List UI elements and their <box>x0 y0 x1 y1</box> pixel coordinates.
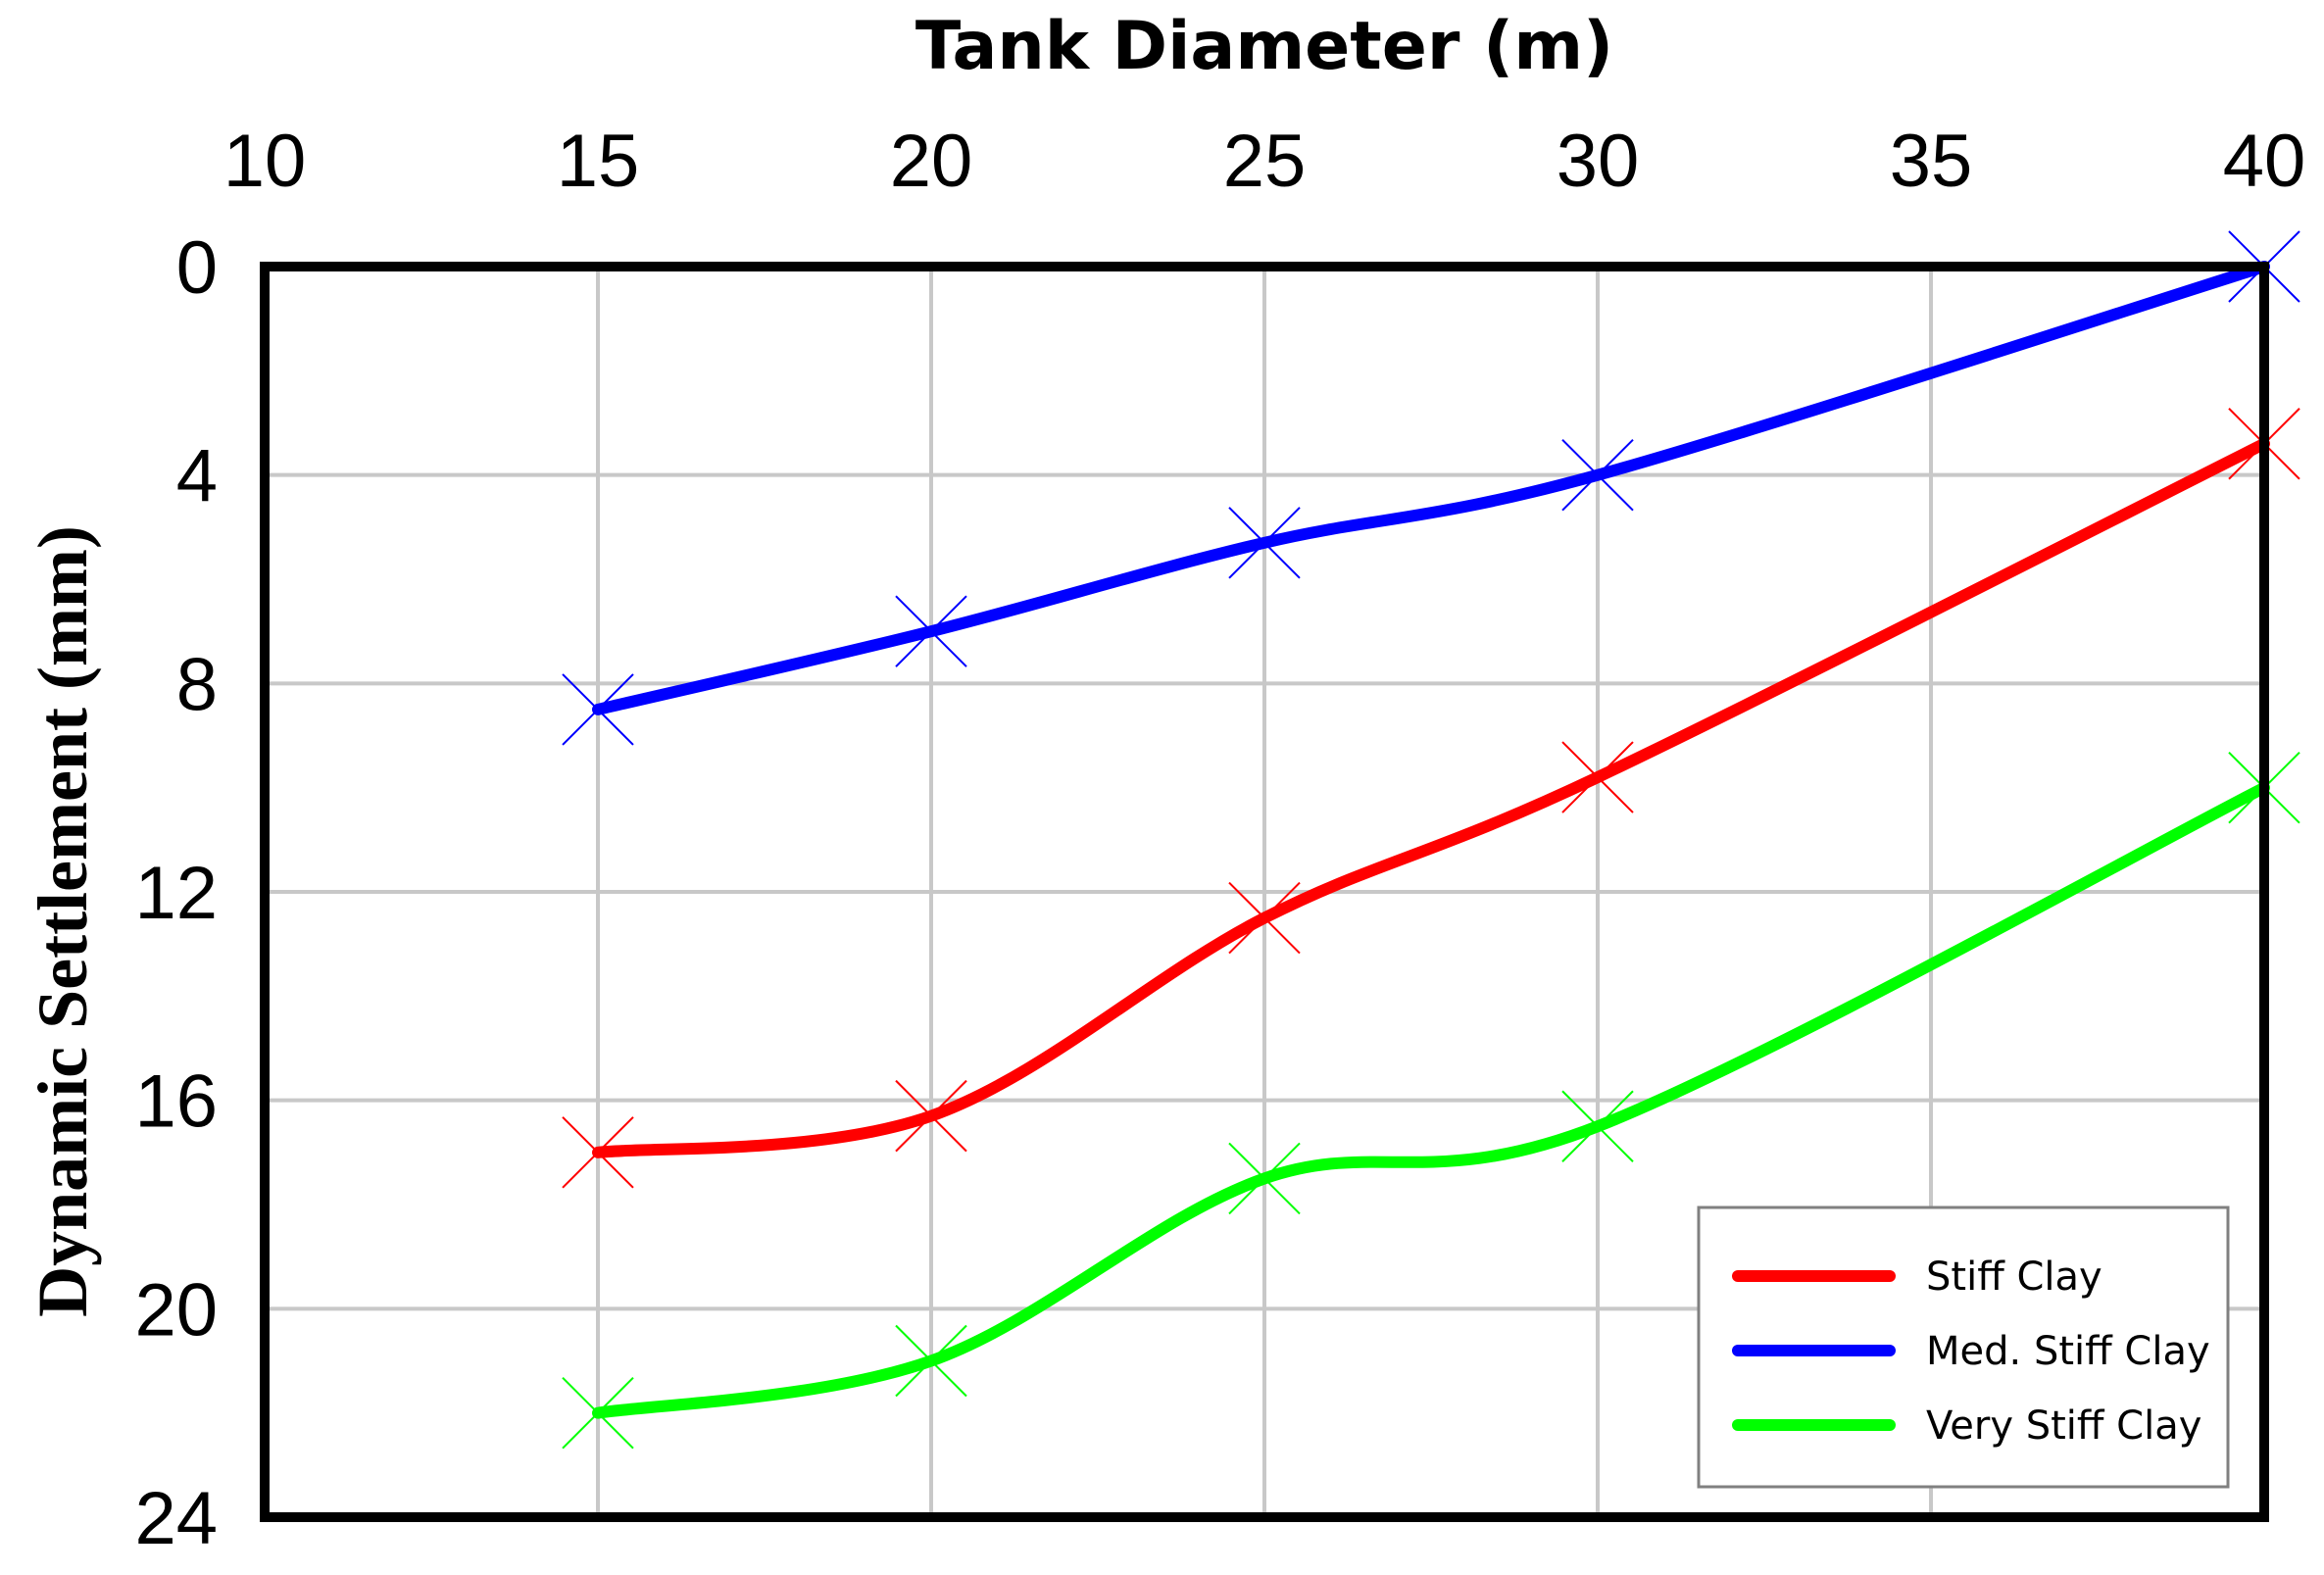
series-group <box>562 230 2300 1450</box>
x-tick-label: 20 <box>890 120 973 203</box>
y-tick-label: 8 <box>176 643 218 726</box>
x-tick-label: 40 <box>2223 120 2306 203</box>
data-point-marker <box>562 1116 634 1189</box>
y-tick-label: 0 <box>176 226 218 310</box>
data-point-marker <box>1561 741 1634 813</box>
x-tick-label: 10 <box>223 120 307 203</box>
y-tick-labels: 0 4 8 12 16 20 24 <box>134 226 218 1560</box>
x-axis-title: Tank Diameter (m) <box>915 8 1613 85</box>
legend-label: Very Stiff Clay <box>1926 1403 2201 1449</box>
data-point-marker <box>1228 1142 1301 1215</box>
y-tick-label: 12 <box>134 852 218 935</box>
y-tick-label: 16 <box>134 1060 218 1144</box>
x-tick-label: 30 <box>1557 120 1640 203</box>
data-point-marker <box>895 1324 967 1398</box>
x-tick-labels: 10 15 20 25 30 35 40 <box>223 120 2306 203</box>
data-point-marker <box>895 595 967 667</box>
series-line-0 <box>592 437 2270 1158</box>
legend: Stiff Clay Med. Stiff Clay Very Stiff Clay <box>1697 1206 2230 1489</box>
legend-label: Med. Stiff Clay <box>1926 1329 2210 1374</box>
legend-label: Stiff Clay <box>1926 1255 2102 1300</box>
data-point-marker <box>562 1376 634 1450</box>
data-point-marker <box>1228 881 1301 955</box>
plot-frame <box>260 262 2269 1522</box>
y-axis-title: Dynamic Settlement (mm) <box>24 525 102 1317</box>
x-tick-label: 25 <box>1223 120 1307 203</box>
data-point-marker <box>562 673 634 746</box>
y-tick-label: 24 <box>134 1477 218 1560</box>
series-line-2 <box>592 781 2270 1419</box>
data-point-marker <box>1561 1090 1634 1162</box>
y-tick-label: 20 <box>134 1268 218 1352</box>
x-tick-label: 35 <box>1890 120 1973 203</box>
data-point-marker <box>1561 438 1634 512</box>
data-point-marker <box>1228 507 1301 579</box>
x-tick-label: 15 <box>557 120 640 203</box>
data-point-marker <box>895 1079 967 1153</box>
series-line-1 <box>592 261 2270 715</box>
y-tick-label: 4 <box>176 435 218 518</box>
